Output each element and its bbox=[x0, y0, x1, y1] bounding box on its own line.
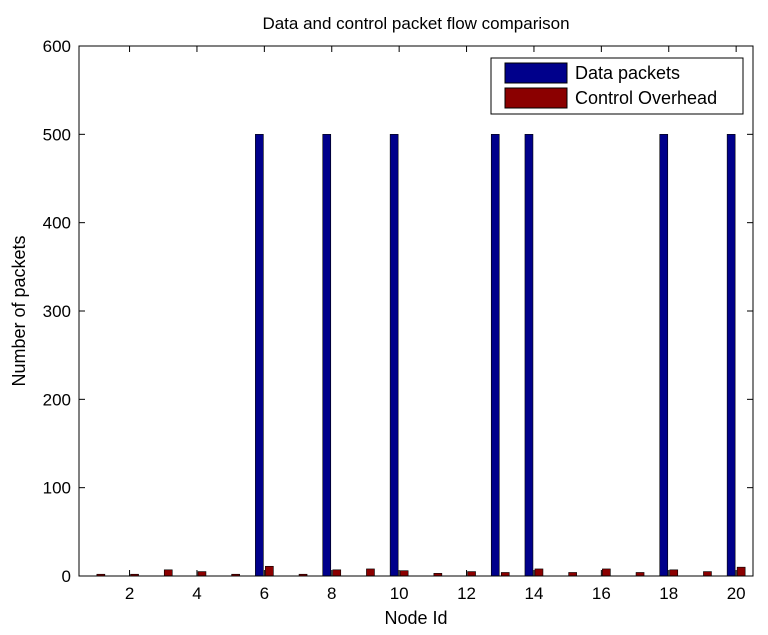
bar-control-overhead-node-17 bbox=[635, 572, 645, 577]
bars-group bbox=[96, 134, 746, 577]
bar-data-packets-node-20 bbox=[726, 134, 736, 577]
legend: Data packets Control Overhead bbox=[490, 57, 744, 115]
x-tick-label: 18 bbox=[659, 584, 678, 603]
y-tick-label: 600 bbox=[43, 37, 71, 56]
bar-data-packets-node-14 bbox=[524, 134, 534, 577]
x-tick-label: 14 bbox=[524, 584, 543, 603]
x-tick-label: 6 bbox=[260, 584, 269, 603]
x-tick-label: 16 bbox=[592, 584, 611, 603]
bar-control-overhead-node-3 bbox=[163, 569, 173, 577]
x-tick-label: 2 bbox=[125, 584, 134, 603]
legend-swatch-control-overhead bbox=[504, 87, 568, 109]
x-tick-label: 4 bbox=[192, 584, 201, 603]
bar-control-overhead-node-13 bbox=[500, 572, 510, 577]
bar-control-overhead-node-14 bbox=[534, 568, 544, 577]
bar-control-overhead-node-8 bbox=[332, 569, 342, 577]
x-axis-title: Node Id bbox=[384, 608, 447, 628]
bar-control-overhead-node-6 bbox=[265, 565, 274, 577]
bar-control-overhead-node-15 bbox=[568, 572, 577, 577]
x-tick-label: 20 bbox=[727, 584, 746, 603]
x-tick-label: 8 bbox=[327, 584, 336, 603]
y-tick-label: 400 bbox=[43, 214, 71, 233]
y-tick-label: 0 bbox=[62, 567, 71, 586]
bar-control-overhead-node-19 bbox=[703, 571, 712, 577]
y-axis-title: Number of packets bbox=[9, 235, 29, 386]
bar-data-packets-node-6 bbox=[255, 134, 264, 577]
bar-control-overhead-node-12 bbox=[467, 571, 476, 577]
y-tick-label: 200 bbox=[43, 390, 71, 409]
x-tick-label: 10 bbox=[390, 584, 409, 603]
y-tick-label: 300 bbox=[43, 302, 71, 321]
y-tick-label: 500 bbox=[43, 125, 71, 144]
chart-title: Data and control packet flow comparison bbox=[262, 14, 569, 33]
legend-label-data-packets: Data packets bbox=[575, 63, 680, 83]
bar-control-overhead-node-18 bbox=[669, 569, 679, 577]
legend-label-control-overhead: Control Overhead bbox=[575, 88, 717, 108]
bar-data-packets-node-10 bbox=[389, 134, 399, 577]
bar-data-packets-node-13 bbox=[490, 134, 500, 577]
bar-control-overhead-node-4 bbox=[197, 571, 207, 577]
bar-control-overhead-node-10 bbox=[399, 570, 409, 577]
bar-control-overhead-node-9 bbox=[366, 568, 375, 577]
bar-control-overhead-node-20 bbox=[736, 566, 746, 577]
x-tick-label: 12 bbox=[457, 584, 476, 603]
legend-swatch-data-packets bbox=[504, 62, 568, 84]
bar-data-packets-node-18 bbox=[659, 134, 669, 577]
y-tick-label: 100 bbox=[43, 479, 71, 498]
bar-control-overhead-node-16 bbox=[602, 568, 611, 577]
bar-data-packets-node-8 bbox=[322, 134, 332, 577]
plot-frame bbox=[78, 45, 754, 577]
